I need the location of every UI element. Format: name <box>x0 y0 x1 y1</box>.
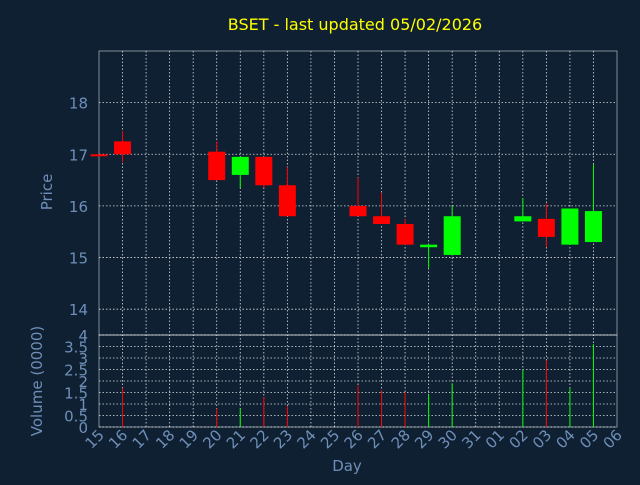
x-tick-label: 20 <box>199 426 225 452</box>
x-tick-label: 04 <box>553 426 579 452</box>
candle-body <box>114 141 132 155</box>
x-tick-label: 27 <box>364 426 390 452</box>
x-tick-label: 03 <box>529 426 555 452</box>
price-axis-label: Price <box>38 174 56 211</box>
candle-body <box>584 211 602 243</box>
volume-tick-label: 4 <box>78 327 88 345</box>
volume-tick-label: 1 <box>78 396 88 414</box>
price-tick-label: 14 <box>69 301 88 319</box>
x-tick-label: 06 <box>600 426 626 452</box>
x-tick-label: 25 <box>317 426 343 452</box>
price-tick-label: 17 <box>69 146 88 164</box>
x-tick-label: 28 <box>388 426 414 452</box>
x-tick-label: 05 <box>576 426 602 452</box>
candle-body <box>231 156 249 175</box>
volume-tick-label: 0 <box>78 419 88 437</box>
candle-body <box>420 244 438 248</box>
x-tick-label: 16 <box>105 426 131 452</box>
x-tick-label: 24 <box>294 426 320 452</box>
candle-body <box>208 151 226 181</box>
x-axis-label: Day <box>332 457 362 475</box>
volume-tick-label: 3 <box>78 350 88 368</box>
chart-title: BSET - last updated 05/02/2026 <box>228 15 482 34</box>
candle-body <box>514 216 532 222</box>
candle-body <box>396 223 414 245</box>
x-tick-label: 31 <box>458 426 484 452</box>
candle-body <box>278 185 296 217</box>
price-tick-label: 18 <box>69 95 88 113</box>
price-tick-label: 16 <box>69 198 88 216</box>
price-tick-label: 15 <box>69 250 88 268</box>
x-tick-label: 18 <box>152 426 178 452</box>
x-tick-label: 19 <box>176 426 202 452</box>
volume-tick-label: 2 <box>78 373 88 391</box>
candle-body <box>90 154 108 157</box>
x-tick-label: 29 <box>411 426 437 452</box>
volume-axis-label: Volume (0000) <box>28 326 46 436</box>
volume-tick-label: 2.5 <box>64 362 88 380</box>
x-tick-label: 22 <box>246 426 272 452</box>
x-tick-label: 21 <box>223 426 249 452</box>
x-tick-label: 01 <box>482 426 508 452</box>
candle-body <box>255 156 273 186</box>
volume-tick-label: 0.5 <box>64 408 88 426</box>
candle-body <box>373 216 391 224</box>
volume-tick-label: 3.5 <box>64 339 88 357</box>
x-tick-label: 30 <box>435 426 461 452</box>
candle-body <box>349 205 367 217</box>
candle-body <box>443 216 461 255</box>
x-tick-label: 23 <box>270 426 296 452</box>
x-tick-label: 26 <box>341 426 367 452</box>
x-tick-label: 17 <box>129 426 155 452</box>
candle-body <box>561 208 579 245</box>
candle-body <box>537 218 555 237</box>
volume-tick-label: 1.5 <box>64 385 88 403</box>
x-tick-label: 02 <box>505 426 531 452</box>
